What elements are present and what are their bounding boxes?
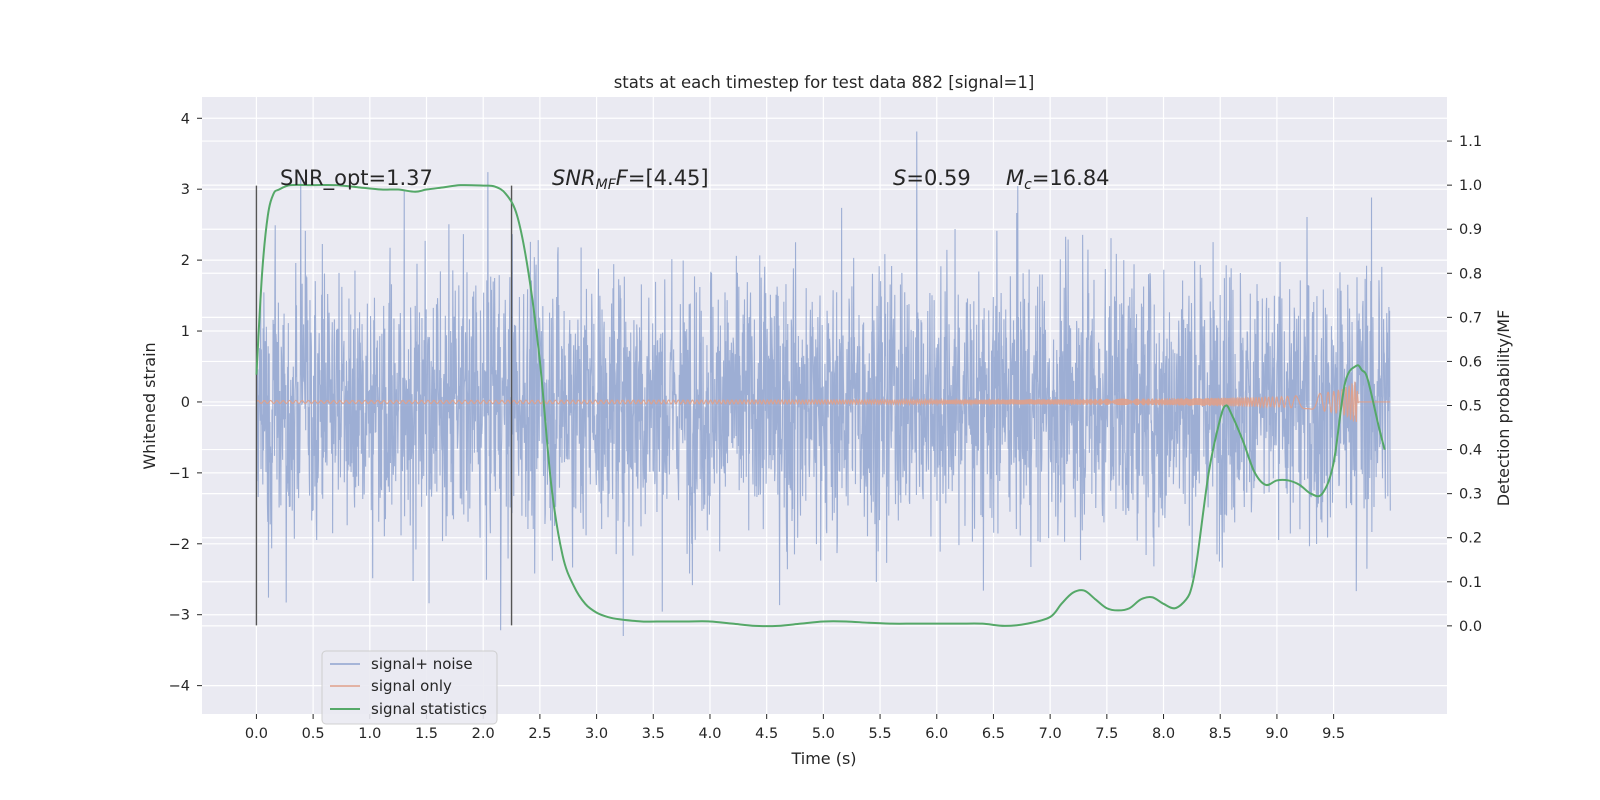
x-tick-label: 0.0 <box>245 726 268 742</box>
x-tick-label: 2.5 <box>528 726 551 742</box>
mc-symbol: M <box>1006 166 1024 190</box>
x-tick-label: 1.5 <box>415 726 438 742</box>
y-ticks-left: 4 3 2 1 0 −1 −2 −3 −4 <box>169 111 202 695</box>
x-tick-label: 9.5 <box>1322 726 1345 742</box>
s-symbol: S <box>893 166 906 190</box>
y-tick-label-right: 0.3 <box>1459 487 1482 503</box>
x-tick-label: 2.0 <box>472 726 495 742</box>
x-tick-label: 3.0 <box>585 726 608 742</box>
x-tick-label: 9.0 <box>1265 726 1288 742</box>
annotation-mc: Mc=16.84 <box>1006 166 1110 193</box>
y-tick-label-left: −3 <box>169 608 190 624</box>
y-tick-label-right: 0.0 <box>1459 619 1482 635</box>
annotation-snr-mf: SNRMFF=[4.45] <box>552 166 709 193</box>
legend-label-signal-only: signal only <box>371 677 452 695</box>
x-ticks: 0.0 0.5 1.0 1.5 2.0 2.5 3.0 3.5 4.0 4.5 5.0 5.5 6.0 6… <box>245 714 1345 742</box>
y-tick-label-right: 1.1 <box>1459 134 1482 150</box>
signal-statistics-line <box>255 183 1386 628</box>
legend-box <box>321 650 498 725</box>
mc-value: =16.84 <box>1032 166 1110 190</box>
legend-label-signal-noise: signal+ noise <box>371 655 473 673</box>
y-tick-label-right: 0.1 <box>1459 575 1482 591</box>
y-tick-label-left: 2 <box>181 253 190 269</box>
x-tick-label: 6.5 <box>982 726 1005 742</box>
x-tick-label: 7.5 <box>1095 726 1118 742</box>
x-axis-label: Time (s) <box>790 749 856 768</box>
y-tick-label-left: 3 <box>181 182 190 198</box>
x-tick-label: 4.0 <box>698 726 721 742</box>
signal-noise-line <box>255 131 1391 637</box>
signal-only-series <box>255 381 1391 423</box>
y-tick-label-right: 0.4 <box>1459 443 1482 459</box>
chart-title: stats at each timestep for test data 882… <box>614 73 1035 92</box>
y-tick-label-left: 4 <box>181 111 190 127</box>
snr-mf-symbol: SNR <box>552 166 596 190</box>
legend-label-signal-statistics: signal statistics <box>371 700 487 718</box>
y-tick-label-left: −1 <box>169 466 190 482</box>
s-value: =0.59 <box>906 166 970 190</box>
x-tick-label: 4.5 <box>755 726 778 742</box>
signal-statistics-series <box>255 183 1386 628</box>
x-tick-label: 7.0 <box>1039 726 1062 742</box>
x-tick-label: 5.5 <box>869 726 892 742</box>
y-axis-label-left: Whitened strain <box>140 342 159 469</box>
annotation-s: S=0.59 <box>893 166 971 190</box>
legend: signal+ noise signal only signal statist… <box>321 650 498 725</box>
y-tick-label-right: 0.9 <box>1459 222 1482 238</box>
y-axis-label-right: Detection probability/MF <box>1494 310 1513 507</box>
y-tick-label-right: 0.7 <box>1459 310 1482 326</box>
snr-mf-subscript: MF <box>596 177 617 193</box>
y-ticks-right: 1.1 1.0 0.9 0.8 0.7 0.6 0.5 0.4 0.3 0.2 0.1 0.0 <box>1447 134 1482 635</box>
x-tick-label: 3.5 <box>642 726 665 742</box>
x-tick-label: 8.5 <box>1209 726 1232 742</box>
snr-mf-f: F <box>616 166 629 190</box>
signal-noise-series <box>255 131 1391 637</box>
vertical-markers <box>255 185 513 626</box>
y-tick-label-right: 0.5 <box>1459 399 1482 415</box>
y-tick-label-right: 0.2 <box>1459 531 1482 547</box>
y-tick-label-left: 0 <box>181 395 190 411</box>
y-tick-label-left: −4 <box>169 679 190 695</box>
y-tick-label-right: 0.8 <box>1459 266 1482 282</box>
y-tick-label-left: 1 <box>181 324 190 340</box>
x-tick-label: 1.0 <box>358 726 381 742</box>
x-tick-label: 0.5 <box>302 726 325 742</box>
annotation-snr-opt: SNR_opt=1.37 <box>280 166 433 191</box>
x-tick-label: 8.0 <box>1152 726 1175 742</box>
signal-only-line <box>255 381 1391 423</box>
snr-mf-value: =[4.45] <box>628 166 709 190</box>
y-tick-label-right: 1.0 <box>1459 178 1482 194</box>
x-tick-label: 6.0 <box>925 726 948 742</box>
mc-subscript: c <box>1024 177 1032 193</box>
y-tick-label-right: 0.6 <box>1459 354 1482 370</box>
y-tick-label-left: −2 <box>169 537 190 553</box>
x-tick-label: 5.0 <box>812 726 835 742</box>
